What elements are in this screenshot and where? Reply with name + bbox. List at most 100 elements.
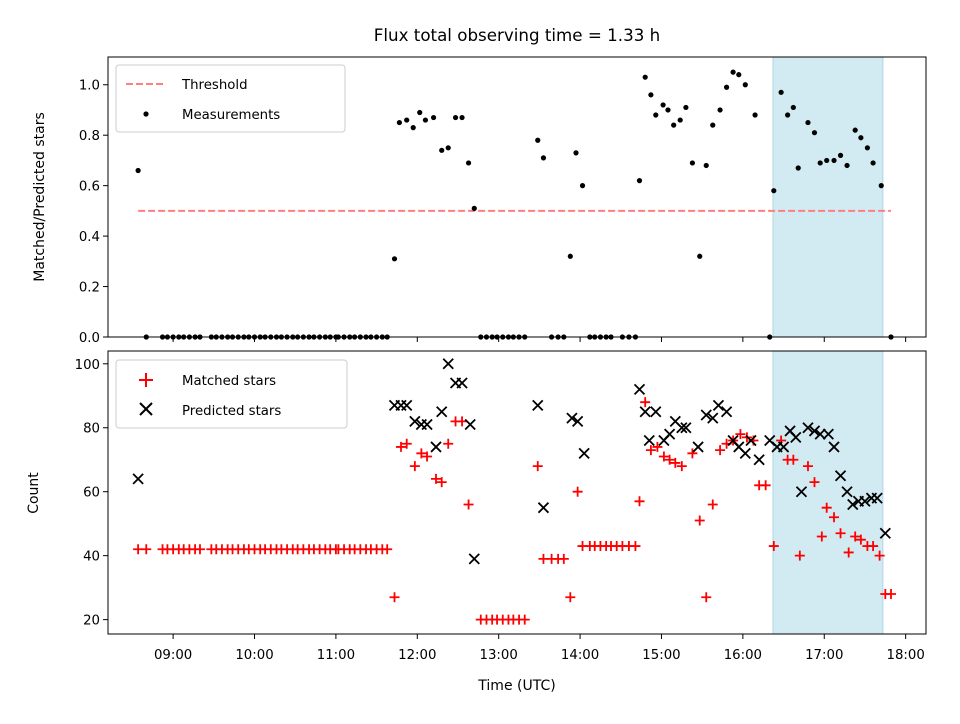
legend-matched-swatch [139, 373, 153, 387]
predicted-point [132, 473, 144, 485]
predicted-point [707, 412, 719, 424]
matched-point [463, 499, 474, 510]
measurement-point [471, 205, 477, 211]
matched-point [829, 512, 840, 523]
predicted-point [841, 486, 853, 498]
matched-point [760, 480, 771, 491]
matched-point [634, 496, 645, 507]
predicted-point [421, 418, 433, 431]
predicted-point [814, 428, 826, 440]
matched-point [670, 457, 681, 468]
predicted-point [430, 441, 442, 453]
predicted-point [692, 441, 704, 453]
measurement-point [465, 160, 472, 166]
matched-point [652, 441, 663, 452]
measurement-point [858, 135, 864, 141]
matched-point [788, 454, 799, 465]
y-tick-label: 100 [75, 358, 100, 373]
measurement-point [736, 72, 742, 78]
matched-point [645, 445, 656, 456]
legend-matched-label: Matched stars [182, 374, 276, 389]
bottom-span [772, 350, 884, 635]
y-tick-label: 0.6 [79, 180, 100, 195]
y-tick-label: 20 [83, 614, 100, 629]
matched-point [436, 477, 447, 488]
measurement-point [742, 82, 748, 88]
matched-point [868, 541, 879, 552]
predicted-point [643, 434, 655, 447]
measurement-point [404, 117, 410, 123]
matched-point [687, 448, 698, 459]
matched-point [457, 416, 468, 427]
measurement-point [439, 147, 445, 153]
bottom-series [132, 358, 897, 625]
predicted-point [712, 399, 725, 411]
matched-point [850, 531, 861, 542]
top-x-ticks [172, 337, 907, 342]
y-tick-label: 0.2 [79, 281, 100, 296]
measurement-point [771, 188, 777, 194]
matched-point [835, 528, 846, 539]
chart-title: Flux total observing time = 1.33 h [374, 25, 660, 45]
matched-point [821, 502, 832, 513]
x-tick-label: 16:00 [724, 648, 762, 663]
matched-point [519, 614, 530, 625]
matched-point [658, 451, 669, 462]
measurement-point [878, 183, 884, 189]
y-tick-label: 40 [83, 550, 100, 565]
x-tick-label: 11:00 [317, 648, 355, 663]
predicted-point [847, 498, 859, 511]
legend-predicted-swatch [139, 402, 153, 416]
measurement-point [579, 183, 586, 189]
matched-point [886, 589, 897, 600]
legend-predicted-label: Predicted stars [182, 404, 281, 419]
measurement-point [723, 84, 730, 90]
measurement-point [831, 157, 837, 164]
measurement-point [795, 165, 801, 171]
measurement-point [844, 162, 850, 169]
matched-point [843, 547, 854, 558]
measurement-point [805, 119, 811, 126]
measurement-point [410, 125, 416, 131]
measurement-point [535, 137, 541, 143]
matched-point [809, 477, 820, 488]
top-legend-box [115, 64, 346, 133]
top-y-axis: 0.0 0.2 0.4 0.6 0.8 1.0 [79, 79, 108, 346]
measurement-point [648, 92, 654, 98]
bottom-legend: Matched stars Predicted stars [115, 359, 348, 429]
measurement-point [683, 104, 689, 111]
measurement-point [697, 253, 703, 259]
predicted-point [879, 527, 891, 539]
predicted-point [456, 377, 468, 389]
matched-point [141, 544, 152, 555]
predicted-point [777, 441, 790, 453]
x-tick-label: 10:00 [235, 648, 273, 663]
predicted-point [401, 399, 413, 411]
measurement-point [396, 119, 402, 126]
x-tick-label: 15:00 [642, 648, 680, 663]
legend-measurements-label: Measurements [182, 108, 280, 123]
predicted-point [828, 441, 840, 453]
predicted-point [753, 454, 765, 466]
measurement-point [717, 107, 723, 113]
predicted-point [834, 470, 847, 482]
bottom-y-axis: 20 40 60 80 100 [75, 358, 108, 629]
measurement-point [642, 74, 648, 80]
predicted-point [745, 434, 757, 447]
matched-point [565, 592, 576, 603]
matched-point [422, 451, 433, 462]
matched-point [794, 550, 805, 561]
matched-point [768, 541, 779, 552]
y-tick-label: 60 [83, 486, 100, 501]
matched-point [676, 461, 687, 472]
measurement-point [852, 127, 858, 133]
matched-point [664, 454, 675, 465]
bottom-panel: 20 40 60 80 100 09:00 10:00 11:00 12:00 13:00 14:… [26, 350, 927, 694]
top-span [772, 56, 884, 338]
measurement-point [790, 104, 796, 111]
measurement-point [445, 145, 451, 151]
matched-point [572, 486, 583, 497]
measurement-point [665, 107, 671, 113]
predicted-point [859, 495, 871, 507]
measurement-point [864, 145, 870, 151]
